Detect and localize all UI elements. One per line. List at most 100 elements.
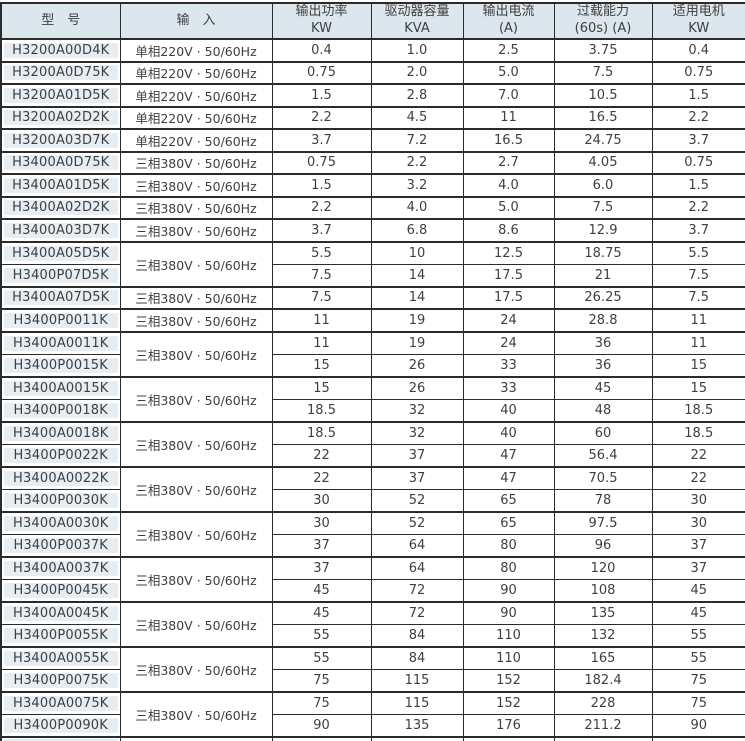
model-cell: H3400A0055K <box>0 645 121 670</box>
model-cell: H3400P0022K <box>0 443 121 467</box>
input-cell: 三相380V · 50/60Hz <box>119 690 273 737</box>
column-header-model: 型 号 <box>0 2 121 40</box>
motor-cell: 1.5 <box>651 83 745 107</box>
motor-cell: 55 <box>651 645 745 670</box>
table-row: H3400P0015K 15 26 33 36 15 <box>0 353 745 377</box>
column-header-input: 输 入 <box>119 2 273 40</box>
overload-cell: 120 <box>553 555 653 580</box>
clipped-cell <box>0 735 121 741</box>
overload-cell: 78 <box>553 488 653 512</box>
table-row: H3400P0037K 37 64 80 96 37 <box>0 533 745 557</box>
input-cell: 单相220V · 50/60Hz <box>119 38 273 62</box>
model-cell: H3200A02D2K <box>0 105 121 130</box>
model-cell: H3400A0022K <box>0 465 121 490</box>
current-cell: 65 <box>462 510 555 535</box>
model-label: H3400P0090K <box>4 717 118 733</box>
overload-cell: 4.05 <box>553 150 653 175</box>
kva-cell: 14 <box>370 263 464 287</box>
power-cell: 90 <box>271 713 372 737</box>
current-cell: 33 <box>462 353 555 377</box>
power-cell: 1.5 <box>271 173 372 197</box>
power-cell: 1.5 <box>271 83 372 107</box>
current-cell: 40 <box>462 398 555 422</box>
model-label: H3400P0011K <box>4 312 118 328</box>
current-cell: 80 <box>462 533 555 557</box>
model-label: H3400A02D2K <box>4 200 118 216</box>
power-cell: 15 <box>271 353 372 377</box>
kva-cell: 4.5 <box>370 105 464 130</box>
current-cell: 5.0 <box>462 60 555 85</box>
current-cell: 90 <box>462 600 555 625</box>
column-header-output-current: 输出电流 (A) <box>462 2 555 40</box>
current-cell: 17.5 <box>462 263 555 287</box>
model-label: H3400A0045K <box>4 605 118 621</box>
model-label: H3400A07D5K <box>4 290 118 306</box>
overload-cell: 228 <box>553 690 653 715</box>
model-cell: H3400P0030K <box>0 488 121 512</box>
current-cell: 80 <box>462 555 555 580</box>
kva-cell: 115 <box>370 668 464 692</box>
clipped-cell <box>651 735 745 741</box>
table-row: H3400A0D75K 三相380V · 50/60Hz 0.75 2.2 2.7 4.0… <box>0 150 745 175</box>
current-cell: 110 <box>462 623 555 647</box>
power-cell: 45 <box>271 600 372 625</box>
table-row: H3400P0030K 30 52 65 78 30 <box>0 488 745 512</box>
input-cell: 三相380V · 50/60Hz <box>119 240 273 287</box>
kva-cell: 115 <box>370 690 464 715</box>
table-row: H3400A0018K 三相380V · 50/60Hz 18.5 32 40 60 18.… <box>0 420 745 467</box>
kva-cell: 72 <box>370 600 464 625</box>
current-cell: 24 <box>462 308 555 332</box>
model-label: H3400A0022K <box>4 470 118 486</box>
table-row: H3400P0075K 75 115 152 182.4 75 <box>0 668 745 692</box>
power-cell: 2.2 <box>271 105 372 130</box>
current-cell: 24 <box>462 330 555 355</box>
current-cell: 33 <box>462 375 555 400</box>
model-cell: H3400P0015K <box>0 353 121 377</box>
power-cell: 7.5 <box>271 263 372 287</box>
current-cell: 152 <box>462 690 555 715</box>
motor-cell: 3.7 <box>651 218 745 242</box>
kva-cell: 32 <box>370 420 464 445</box>
overload-cell: 135 <box>553 600 653 625</box>
overload-cell: 16.5 <box>553 105 653 130</box>
power-cell: 22 <box>271 465 372 490</box>
kva-cell: 37 <box>370 443 464 467</box>
current-cell: 8.6 <box>462 218 555 242</box>
overload-cell: 70.5 <box>553 465 653 490</box>
clipped-cell <box>271 735 372 741</box>
model-cell: H3400A0011K <box>0 330 121 355</box>
motor-cell: 0.75 <box>651 60 745 85</box>
current-cell: 11 <box>462 105 555 130</box>
model-label: H3400A0018K <box>4 425 118 441</box>
table-row: H3400A0037K 三相380V · 50/60Hz 37 64 80 120 37 <box>0 555 745 602</box>
power-cell: 3.7 <box>271 128 372 152</box>
table-row: H3400P0055K 55 84 110 132 55 <box>0 623 745 647</box>
motor-cell: 18.5 <box>651 420 745 445</box>
table-row: H3200A03D7K 单相220V · 50/60Hz 3.7 7.2 16.5 24.… <box>0 128 745 152</box>
motor-cell: 15 <box>651 353 745 377</box>
model-label: H3400A0015K <box>4 380 118 396</box>
input-cell: 三相380V · 50/60Hz <box>119 645 273 692</box>
motor-cell: 2.2 <box>651 105 745 130</box>
current-cell: 47 <box>462 443 555 467</box>
table-row: H3400A07D5K 三相380V · 50/60Hz 7.5 14 17.5 26.2… <box>0 285 745 310</box>
kva-cell: 84 <box>370 623 464 647</box>
table-header: 型 号输 入输出功率 KW 驱动器容量 KVA 输出电流 (A) 过载能力 (60s) (A)… <box>0 2 745 40</box>
current-cell: 40 <box>462 420 555 445</box>
motor-cell: 15 <box>651 375 745 400</box>
model-label: H3200A02D2K <box>4 110 118 126</box>
input-cell: 三相380V · 50/60Hz <box>119 600 273 647</box>
overload-cell: 56.4 <box>553 443 653 467</box>
power-cell: 7.5 <box>271 285 372 310</box>
overload-cell: 28.8 <box>553 308 653 332</box>
current-cell: 17.5 <box>462 285 555 310</box>
power-cell: 55 <box>271 645 372 670</box>
model-label: H3200A00D4K <box>4 42 118 58</box>
current-cell: 16.5 <box>462 128 555 152</box>
kva-cell: 10 <box>370 240 464 265</box>
kva-cell: 7.2 <box>370 128 464 152</box>
input-cell: 三相380V · 50/60Hz <box>119 510 273 557</box>
motor-cell: 7.5 <box>651 285 745 310</box>
overload-cell: 96 <box>553 533 653 557</box>
